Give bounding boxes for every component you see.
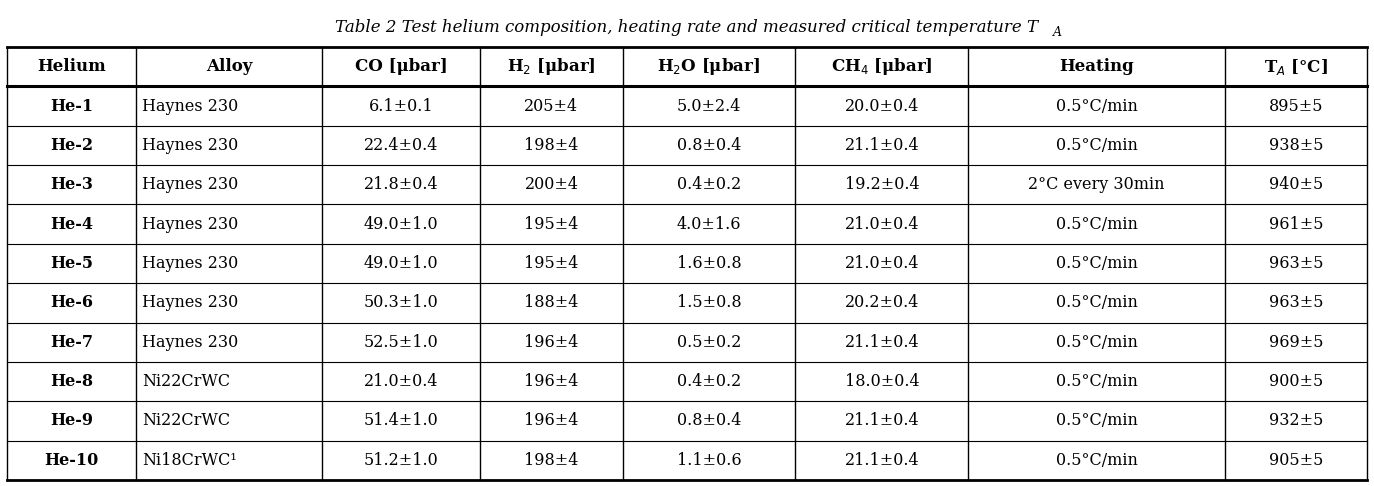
Text: 0.8±0.4: 0.8±0.4 — [677, 413, 741, 430]
Text: Table 2 Test helium composition, heating rate and measured critical temperature : Table 2 Test helium composition, heating… — [335, 19, 1039, 36]
Text: 21.0±0.4: 21.0±0.4 — [364, 373, 438, 390]
Text: 0.8±0.4: 0.8±0.4 — [677, 137, 741, 154]
Text: He-1: He-1 — [49, 98, 93, 115]
Text: 49.0±1.0: 49.0±1.0 — [364, 255, 438, 272]
Text: 49.0±1.0: 49.0±1.0 — [364, 216, 438, 233]
Text: 0.5°C/min: 0.5°C/min — [1055, 452, 1138, 469]
Text: Heating: Heating — [1059, 58, 1134, 75]
Text: He-8: He-8 — [49, 373, 93, 390]
Text: 21.1±0.4: 21.1±0.4 — [845, 452, 919, 469]
Text: H$_2$O [μbar]: H$_2$O [μbar] — [658, 56, 760, 77]
Text: 195±4: 195±4 — [525, 255, 578, 272]
Text: CO [μbar]: CO [μbar] — [354, 58, 448, 75]
Text: He-9: He-9 — [49, 413, 93, 430]
Text: 963±5: 963±5 — [1268, 295, 1323, 312]
Text: A: A — [1052, 27, 1062, 39]
Text: 0.4±0.2: 0.4±0.2 — [677, 176, 741, 193]
Text: 20.2±0.4: 20.2±0.4 — [845, 295, 919, 312]
Text: He-2: He-2 — [49, 137, 93, 154]
Text: 932±5: 932±5 — [1268, 413, 1323, 430]
Text: 20.0±0.4: 20.0±0.4 — [845, 98, 919, 115]
Text: He-4: He-4 — [49, 216, 93, 233]
Text: 900±5: 900±5 — [1268, 373, 1323, 390]
Text: 52.5±1.0: 52.5±1.0 — [364, 334, 438, 351]
Text: 51.4±1.0: 51.4±1.0 — [364, 413, 438, 430]
Text: 188±4: 188±4 — [525, 295, 578, 312]
Text: 51.2±1.0: 51.2±1.0 — [364, 452, 438, 469]
Text: Ni18CrWC¹: Ni18CrWC¹ — [142, 452, 236, 469]
Text: 196±4: 196±4 — [525, 413, 578, 430]
Text: 205±4: 205±4 — [525, 98, 578, 115]
Text: 940±5: 940±5 — [1268, 176, 1323, 193]
Text: 21.1±0.4: 21.1±0.4 — [845, 137, 919, 154]
Text: 50.3±1.0: 50.3±1.0 — [364, 295, 438, 312]
Text: 196±4: 196±4 — [525, 373, 578, 390]
Text: 21.8±0.4: 21.8±0.4 — [364, 176, 438, 193]
Text: 0.4±0.2: 0.4±0.2 — [677, 373, 741, 390]
Text: T$_A$ [°C]: T$_A$ [°C] — [1264, 57, 1327, 77]
Text: Haynes 230: Haynes 230 — [142, 176, 238, 193]
Text: Haynes 230: Haynes 230 — [142, 255, 238, 272]
Text: 196±4: 196±4 — [525, 334, 578, 351]
Text: 1.5±0.8: 1.5±0.8 — [676, 295, 742, 312]
Text: 195±4: 195±4 — [525, 216, 578, 233]
Text: 963±5: 963±5 — [1268, 255, 1323, 272]
Text: 19.2±0.4: 19.2±0.4 — [845, 176, 919, 193]
Text: 18.0±0.4: 18.0±0.4 — [845, 373, 919, 390]
Text: 6.1±0.1: 6.1±0.1 — [368, 98, 434, 115]
Text: 1.6±0.8: 1.6±0.8 — [676, 255, 742, 272]
Text: Alloy: Alloy — [206, 58, 253, 75]
Text: 0.5°C/min: 0.5°C/min — [1055, 98, 1138, 115]
Text: 969±5: 969±5 — [1268, 334, 1323, 351]
Text: Haynes 230: Haynes 230 — [142, 295, 238, 312]
Text: 21.1±0.4: 21.1±0.4 — [845, 334, 919, 351]
Text: 198±4: 198±4 — [525, 137, 578, 154]
Text: 938±5: 938±5 — [1268, 137, 1323, 154]
Text: He-10: He-10 — [44, 452, 99, 469]
Text: 0.5°C/min: 0.5°C/min — [1055, 216, 1138, 233]
Text: 22.4±0.4: 22.4±0.4 — [364, 137, 438, 154]
Text: 895±5: 895±5 — [1268, 98, 1323, 115]
Text: 4.0±1.6: 4.0±1.6 — [677, 216, 741, 233]
Text: 0.5°C/min: 0.5°C/min — [1055, 373, 1138, 390]
Text: 21.0±0.4: 21.0±0.4 — [845, 255, 919, 272]
Text: Ni22CrWC: Ni22CrWC — [142, 413, 229, 430]
Text: 1.1±0.6: 1.1±0.6 — [676, 452, 742, 469]
Text: 21.1±0.4: 21.1±0.4 — [845, 413, 919, 430]
Text: Helium: Helium — [37, 58, 106, 75]
Text: 961±5: 961±5 — [1268, 216, 1323, 233]
Text: Ni22CrWC: Ni22CrWC — [142, 373, 229, 390]
Text: 905±5: 905±5 — [1268, 452, 1323, 469]
Text: He-6: He-6 — [49, 295, 93, 312]
Text: 0.5°C/min: 0.5°C/min — [1055, 334, 1138, 351]
Text: 0.5°C/min: 0.5°C/min — [1055, 137, 1138, 154]
Text: Haynes 230: Haynes 230 — [142, 334, 238, 351]
Text: 0.5±0.2: 0.5±0.2 — [677, 334, 741, 351]
Text: 5.0±2.4: 5.0±2.4 — [677, 98, 741, 115]
Text: 21.0±0.4: 21.0±0.4 — [845, 216, 919, 233]
Text: He-7: He-7 — [49, 334, 93, 351]
Text: Haynes 230: Haynes 230 — [142, 98, 238, 115]
Text: H$_2$ [μbar]: H$_2$ [μbar] — [507, 56, 596, 77]
Text: Haynes 230: Haynes 230 — [142, 137, 238, 154]
Text: CH$_4$ [μbar]: CH$_4$ [μbar] — [831, 56, 933, 77]
Text: Haynes 230: Haynes 230 — [142, 216, 238, 233]
Text: He-3: He-3 — [49, 176, 93, 193]
Text: 198±4: 198±4 — [525, 452, 578, 469]
Text: 0.5°C/min: 0.5°C/min — [1055, 255, 1138, 272]
Text: 200±4: 200±4 — [525, 176, 578, 193]
Text: 0.5°C/min: 0.5°C/min — [1055, 295, 1138, 312]
Text: 2°C every 30min: 2°C every 30min — [1028, 176, 1165, 193]
Text: He-5: He-5 — [49, 255, 93, 272]
Text: 0.5°C/min: 0.5°C/min — [1055, 413, 1138, 430]
